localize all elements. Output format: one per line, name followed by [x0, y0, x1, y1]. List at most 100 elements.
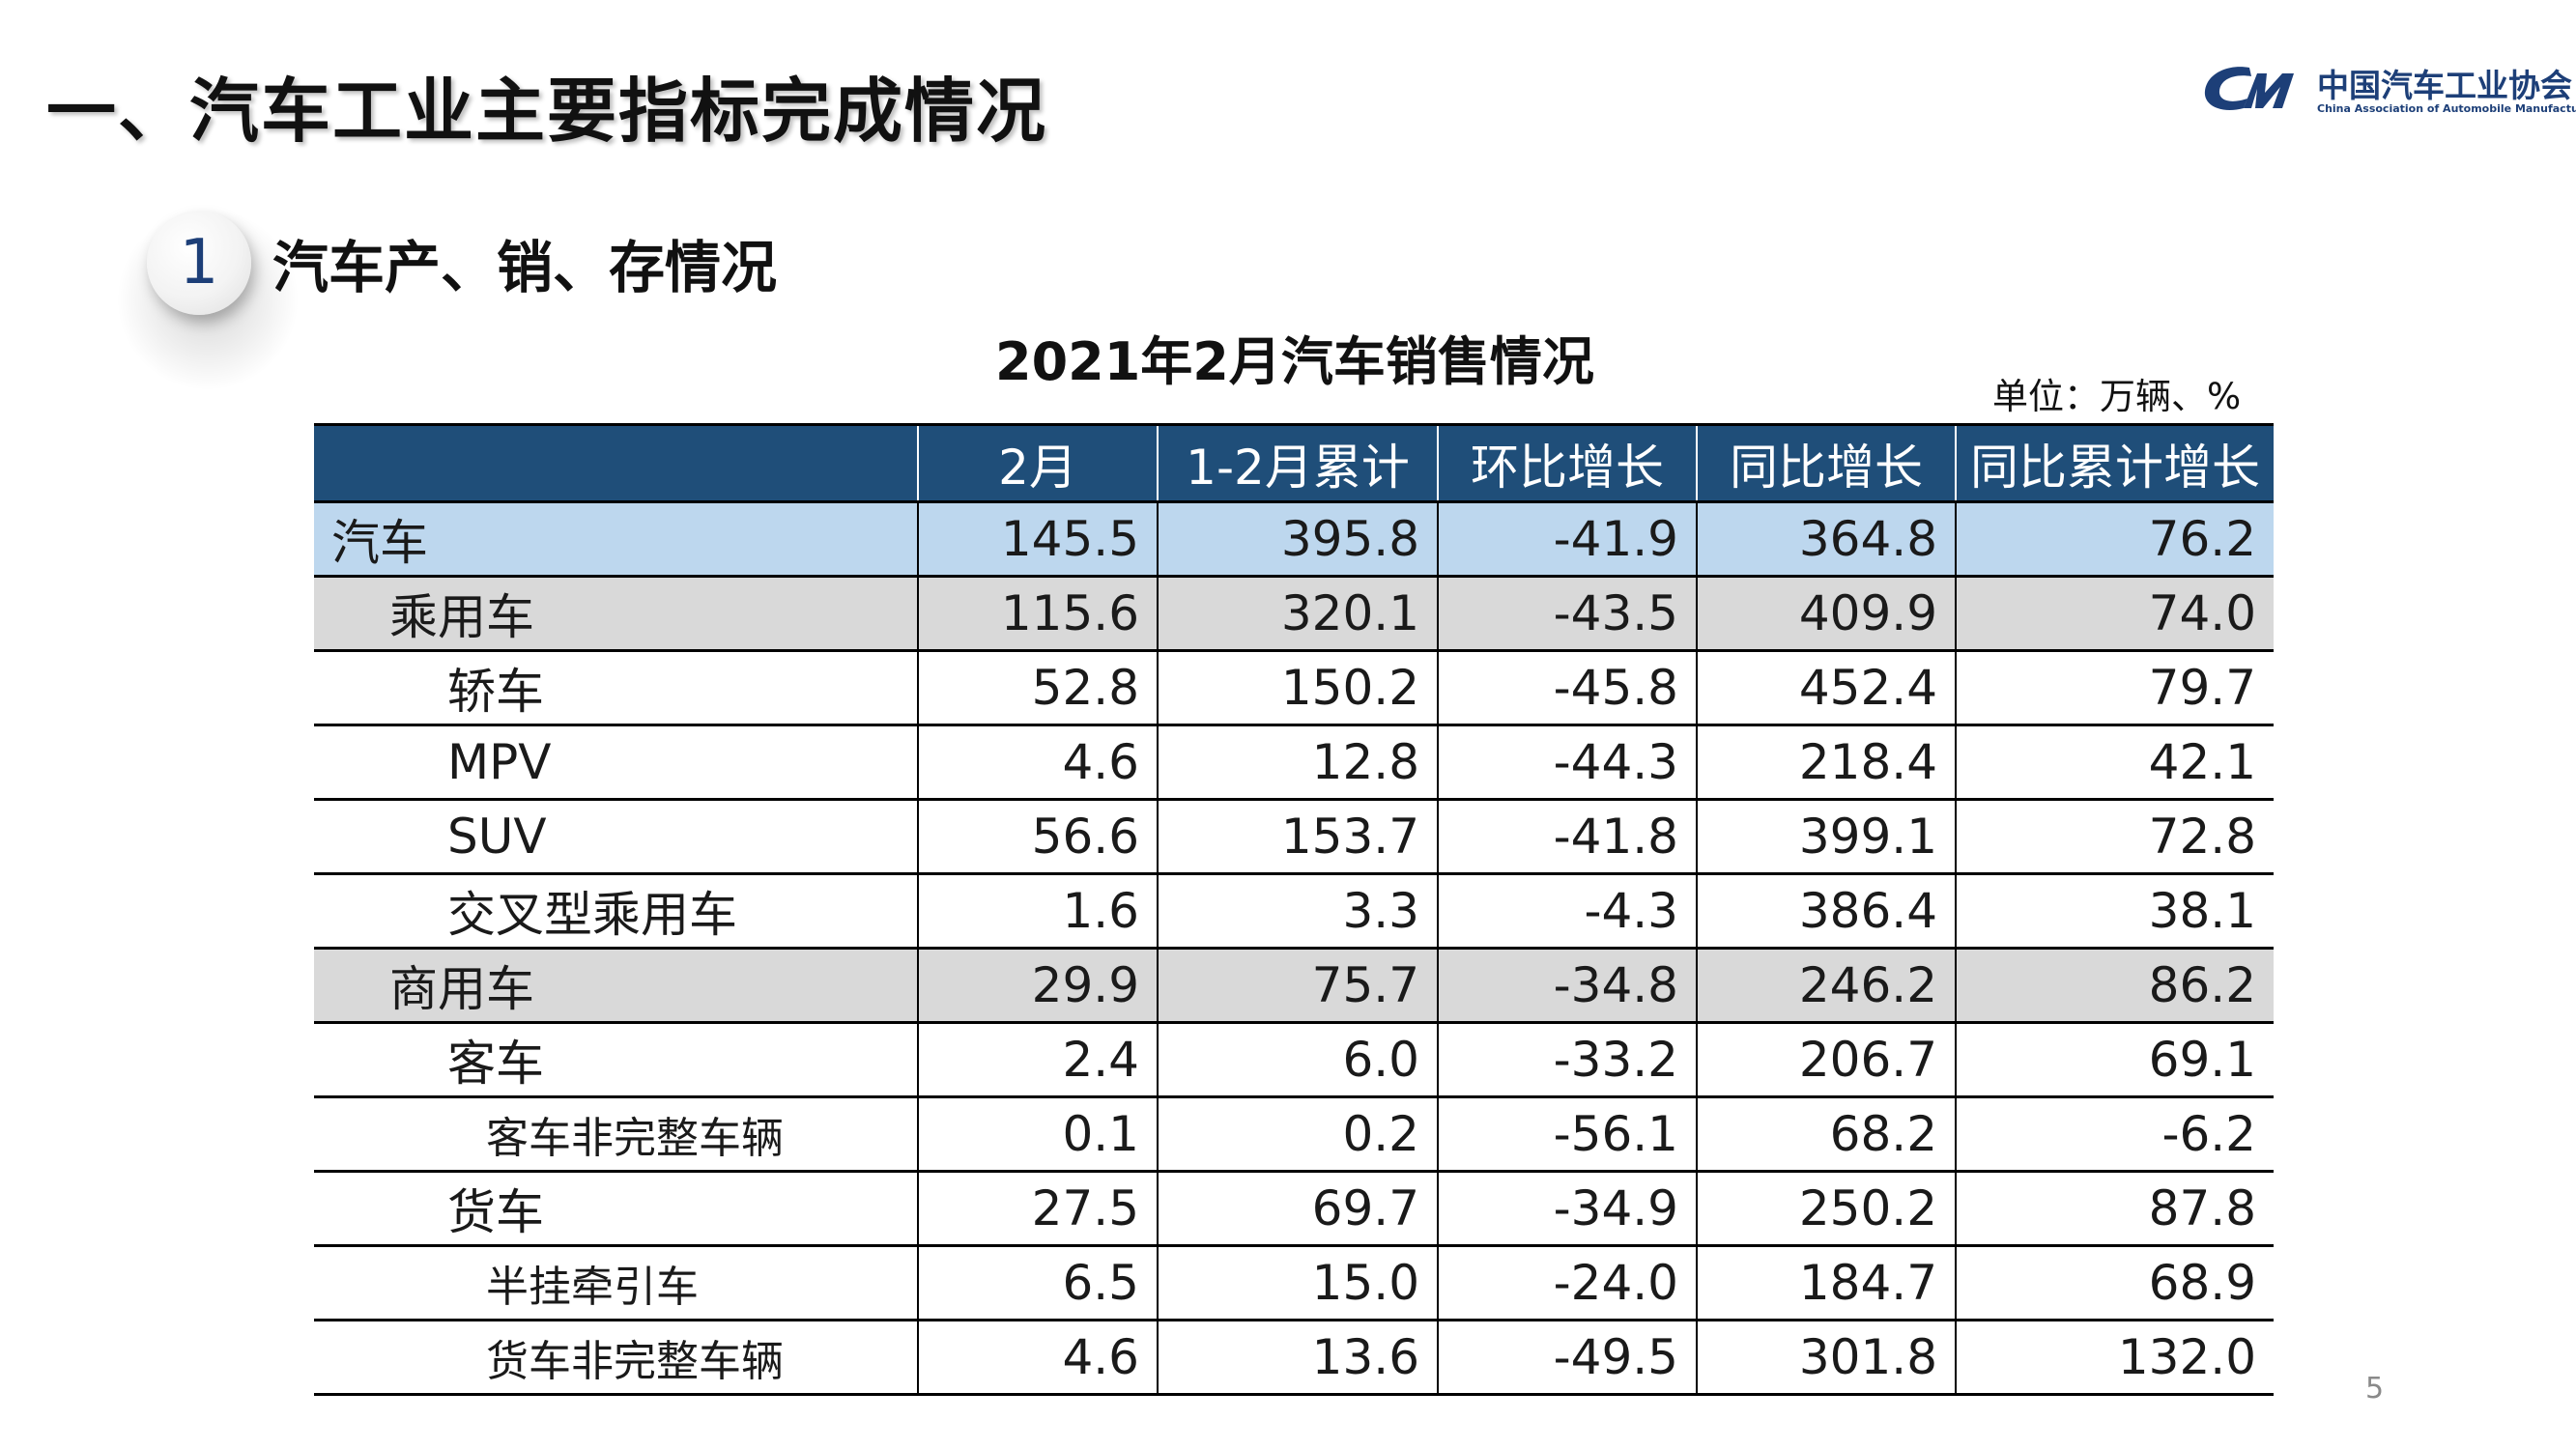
table-cell: 2.4: [917, 1022, 1158, 1098]
table-row: MPV 4.6 12.8 -44.3 218.4 42.1: [314, 724, 2274, 801]
table-cell: 320.1: [1157, 576, 1438, 652]
column-header: 环比增长: [1437, 423, 1697, 503]
table-cell: 6.5: [917, 1245, 1158, 1321]
table-row: 交叉型乘用车 1.6 3.3 -4.3 386.4 38.1: [314, 873, 2274, 950]
row-label: 客车非完整车辆: [314, 1096, 918, 1173]
page-heading: 一、汽车工业主要指标完成情况: [46, 71, 1048, 152]
table-cell: 206.7: [1696, 1022, 1956, 1098]
table-cell: 69.1: [1955, 1022, 2274, 1098]
table-cell: -44.3: [1437, 724, 1697, 801]
table-cell: 12.8: [1157, 724, 1438, 801]
table-cell: 76.2: [1955, 501, 2274, 578]
column-header: 2月: [917, 423, 1158, 503]
row-label: 货车非完整车辆: [314, 1320, 918, 1396]
table-row: 客车 2.4 6.0 -33.2 206.7 69.1: [314, 1022, 2274, 1098]
row-label: 汽车: [314, 501, 918, 578]
table-cell: 72.8: [1955, 799, 2274, 875]
table-cell: -49.5: [1437, 1320, 1697, 1396]
table-header-row: 2月 1-2月累计 环比增长 同比增长 同比累计增长: [314, 423, 2274, 503]
table-cell: -34.9: [1437, 1171, 1697, 1247]
table-cell: 15.0: [1157, 1245, 1438, 1321]
row-label: 交叉型乘用车: [314, 873, 918, 950]
table-row: 货车 27.5 69.7 -34.9 250.2 87.8: [314, 1171, 2274, 1247]
row-label: 乘用车: [314, 576, 918, 652]
table-cell: 13.6: [1157, 1320, 1438, 1396]
table-cell: 42.1: [1955, 724, 2274, 801]
unit-note: 单位：万辆、%: [1992, 376, 2242, 417]
table-row: 半挂牵引车 6.5 15.0 -24.0 184.7 68.9: [314, 1245, 2274, 1321]
table-cell: 52.8: [917, 650, 1158, 726]
column-header: 1-2月累计: [1157, 423, 1438, 503]
table-cell: 0.2: [1157, 1096, 1438, 1173]
table-cell: 395.8: [1157, 501, 1438, 578]
table-cell: 69.7: [1157, 1171, 1438, 1247]
row-label: 货车: [314, 1171, 918, 1247]
row-label: SUV: [314, 799, 918, 875]
column-header: 同比增长: [1696, 423, 1956, 503]
table-cell: 409.9: [1696, 576, 1956, 652]
table-cell: 145.5: [917, 501, 1158, 578]
table-cell: 68.2: [1696, 1096, 1956, 1173]
table-cell: 0.1: [917, 1096, 1158, 1173]
table-cell: 184.7: [1696, 1245, 1956, 1321]
table-cell: 56.6: [917, 799, 1158, 875]
section-number-badge: 1: [147, 211, 251, 315]
column-header: [314, 423, 918, 503]
caam-logo: 中国汽车工业协会 China Association of Automobile…: [2201, 56, 2576, 124]
table-cell: 153.7: [1157, 799, 1438, 875]
table-cell: -34.8: [1437, 948, 1697, 1024]
table-cell: -41.8: [1437, 799, 1697, 875]
table-cell: 386.4: [1696, 873, 1956, 950]
table-cell: 27.5: [917, 1171, 1158, 1247]
table-cell: 3.3: [1157, 873, 1438, 950]
table-cell: -24.0: [1437, 1245, 1697, 1321]
row-label: 客车: [314, 1022, 918, 1098]
table-cell: 301.8: [1696, 1320, 1956, 1396]
table-row: 商用车 29.9 75.7 -34.8 246.2 86.2: [314, 948, 2274, 1024]
table-cell: -4.3: [1437, 873, 1697, 950]
table-cell: -56.1: [1437, 1096, 1697, 1173]
table-caption: 2021年2月汽车销售情况: [995, 331, 1594, 392]
table-row: 轿车 52.8 150.2 -45.8 452.4 79.7: [314, 650, 2274, 726]
page-number: 5: [2365, 1372, 2385, 1406]
row-label: MPV: [314, 724, 918, 801]
table-cell: -33.2: [1437, 1022, 1697, 1098]
table-cell: 364.8: [1696, 501, 1956, 578]
table-cell: -6.2: [1955, 1096, 2274, 1173]
table-cell: 86.2: [1955, 948, 2274, 1024]
caam-logo-icon: [2204, 67, 2294, 110]
table-cell: 115.6: [917, 576, 1158, 652]
logo-name-cn: 中国汽车工业协会: [2317, 67, 2572, 104]
table-cell: 68.9: [1955, 1245, 2274, 1321]
table-body: 汽车 145.5 395.8 -41.9 364.8 76.2 乘用车 115.6 320.1-…: [314, 501, 2274, 1396]
table-cell: -43.5: [1437, 576, 1697, 652]
logo-name-en: China Association of Automobile Manufact…: [2317, 102, 2576, 115]
table-cell: 74.0: [1955, 576, 2274, 652]
table-cell: 250.2: [1696, 1171, 1956, 1247]
table-cell: 1.6: [917, 873, 1158, 950]
table-cell: 132.0: [1955, 1320, 2274, 1396]
table-row: 客车非完整车辆 0.1 0.2 -56.1 68.2 -6.2: [314, 1096, 2274, 1173]
sales-table: 2月 1-2月累计 环比增长 同比增长 同比累计增长 汽车 145.5 395.8-…: [314, 423, 2274, 1396]
table-cell: 246.2: [1696, 948, 1956, 1024]
table-row: 乘用车 115.6 320.1 -43.5 409.9 74.0: [314, 576, 2274, 652]
table-cell: 4.6: [917, 1320, 1158, 1396]
row-label: 半挂牵引车: [314, 1245, 918, 1321]
table-cell: 79.7: [1955, 650, 2274, 726]
table-cell: 4.6: [917, 724, 1158, 801]
table-cell: 75.7: [1157, 948, 1438, 1024]
table-cell: 38.1: [1955, 873, 2274, 950]
table-cell: -41.9: [1437, 501, 1697, 578]
row-label: 轿车: [314, 650, 918, 726]
table-cell: 452.4: [1696, 650, 1956, 726]
table-cell: 29.9: [917, 948, 1158, 1024]
table-cell: 87.8: [1955, 1171, 2274, 1247]
row-label: 商用车: [314, 948, 918, 1024]
table-cell: -45.8: [1437, 650, 1697, 726]
table-cell: 399.1: [1696, 799, 1956, 875]
column-header: 同比累计增长: [1955, 423, 2274, 503]
table-row: 汽车 145.5 395.8 -41.9 364.8 76.2: [314, 501, 2274, 578]
table-cell: 150.2: [1157, 650, 1438, 726]
section-title: 汽车产、销、存情况: [272, 235, 778, 300]
table-row: SUV 56.6 153.7 -41.8 399.1 72.8: [314, 799, 2274, 875]
